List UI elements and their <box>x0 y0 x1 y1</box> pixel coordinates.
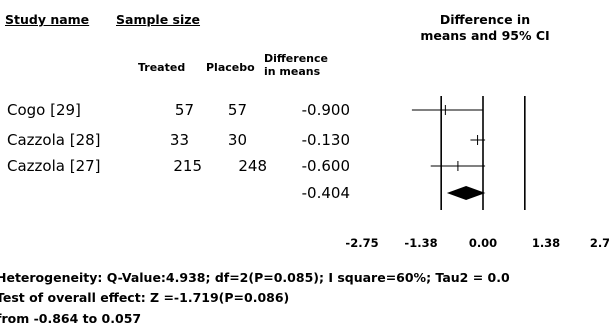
header-difference-line1: Difference <box>264 52 328 65</box>
treated-2: 33 <box>169 131 189 149</box>
header-difference-line2: in means <box>264 65 321 78</box>
x-tick-label-3: 0.00 <box>468 236 498 250</box>
overall-effect-line: Test of overall effect: Z =-1.719(P=0.08… <box>0 290 290 305</box>
diff-2: -0.130 <box>301 131 350 149</box>
header-difference: Difference in means <box>264 52 328 78</box>
header-study-name: Study name <box>5 12 90 27</box>
summary-diamond <box>446 186 486 200</box>
diff-summary: -0.404 <box>301 184 350 202</box>
diff-1: -0.900 <box>301 101 350 119</box>
header-treated: Treated <box>138 61 186 74</box>
ci-range-line: from -0.864 to 0.057 <box>0 311 142 326</box>
placebo-1: 57 <box>227 101 247 119</box>
x-tick-label-4: 1.38 <box>531 236 561 250</box>
placebo-3: 248 <box>238 157 267 175</box>
placebo-2: 30 <box>227 131 247 149</box>
study-name-3: Cazzola [27] <box>7 157 101 175</box>
header-sample-size: Sample size <box>116 12 201 27</box>
treated-1: 57 <box>174 101 194 119</box>
ci-title: Difference in means and 95% CI <box>375 12 595 44</box>
study-name-1: Cogo [29] <box>7 101 81 119</box>
treated-3: 215 <box>173 157 202 175</box>
study-name-2: Cazzola [28] <box>7 131 101 149</box>
x-tick-label-2: -1.38 <box>404 236 438 250</box>
heterogeneity-line: Heterogeneity: Q-Value:4.938; df=2(P=0.0… <box>0 270 510 285</box>
x-tick-label-5: 2.75 <box>589 236 609 250</box>
x-tick-label-1: -2.75 <box>345 236 379 250</box>
header-placebo: Placebo <box>206 61 255 74</box>
ci-title-line1: Difference in <box>439 12 531 27</box>
diff-3: -0.600 <box>301 157 350 175</box>
ci-title-line2: means and 95% CI <box>420 28 550 43</box>
